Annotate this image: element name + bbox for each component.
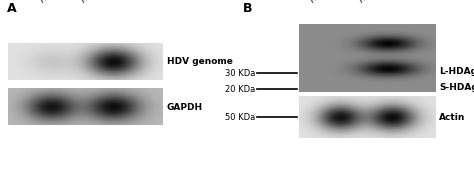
- Text: Actin: Actin: [439, 112, 465, 122]
- Text: Huh7 + HDV: Huh7 + HDV: [358, 0, 408, 5]
- Text: A: A: [7, 2, 17, 15]
- Text: S-HDAg: S-HDAg: [439, 83, 474, 92]
- Text: B: B: [243, 2, 253, 15]
- Text: HDV genome: HDV genome: [167, 58, 233, 66]
- Text: 20 KDa: 20 KDa: [225, 85, 255, 93]
- Text: Huh7: Huh7: [38, 0, 62, 5]
- Text: Huh7 + HDV: Huh7 + HDV: [80, 0, 129, 5]
- Text: L-HDAg: L-HDAg: [439, 68, 474, 77]
- Text: 50 KDa: 50 KDa: [225, 112, 255, 122]
- Text: 30 KDa: 30 KDa: [225, 68, 255, 78]
- Text: GAPDH: GAPDH: [167, 102, 203, 112]
- Text: Huh7: Huh7: [308, 0, 332, 5]
